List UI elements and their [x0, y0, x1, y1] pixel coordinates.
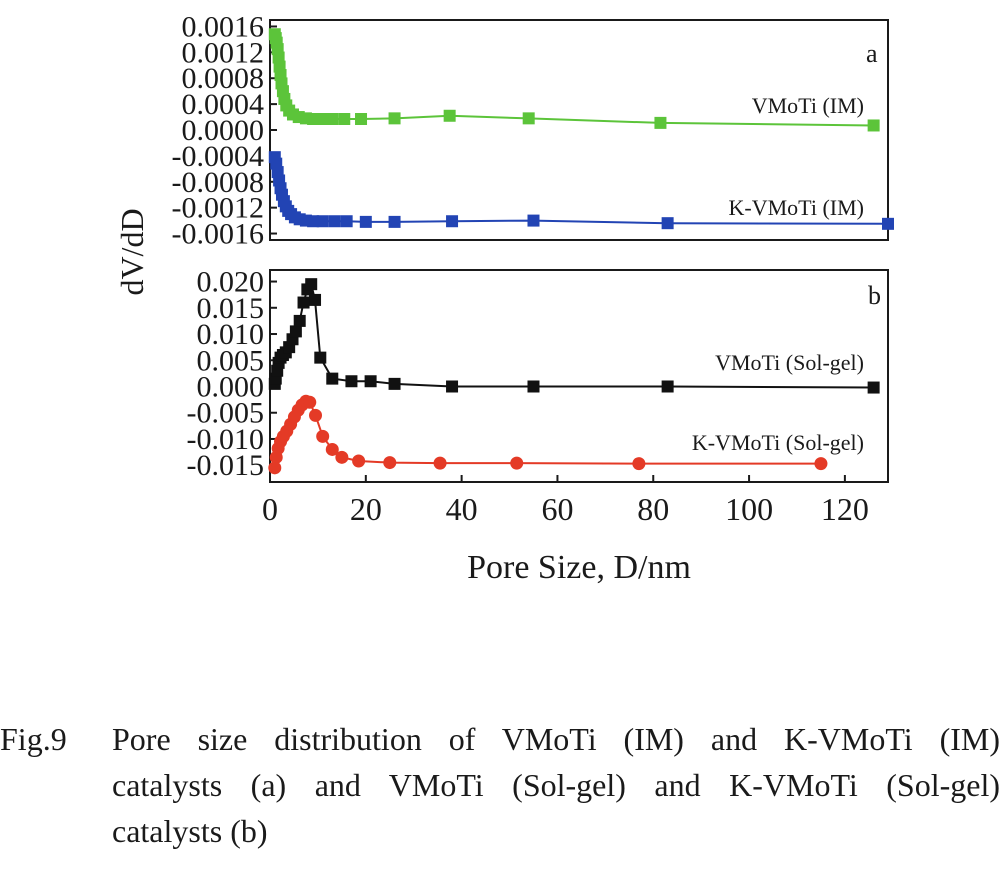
data-point: [388, 377, 401, 390]
data-point: [446, 380, 459, 393]
panel-b-y-ticks: 0.0200.0150.0100.0050.000-0.005-0.010-0.…: [187, 266, 277, 482]
panel-a: 0.00160.00120.00080.00040.0000-0.0004-0.…: [172, 10, 894, 251]
x-tick-label: 60: [541, 491, 573, 527]
data-point: [335, 450, 349, 464]
y-tick-label: 0.0004: [182, 88, 265, 121]
data-point: [661, 217, 674, 230]
data-point: [293, 314, 306, 327]
y-tick-label: 0.0008: [182, 62, 265, 95]
y-tick-label: 0.000: [197, 370, 265, 403]
data-point: [867, 381, 880, 394]
data-point: [307, 113, 320, 125]
y-tick-label: 0.0000: [182, 114, 265, 147]
x-tick-label: 100: [725, 491, 773, 527]
legend-vmoti-im: VMoTi (IM): [752, 93, 864, 118]
data-point: [328, 215, 341, 228]
x-tick-label: 40: [446, 491, 478, 527]
data-point: [325, 442, 339, 456]
data-point: [433, 456, 447, 470]
x-axis-ticks: 0 20 40 60 80 100 120: [262, 475, 869, 527]
legend-k-vmoti-solgel: K-VMoTi (Sol-gel): [692, 430, 864, 455]
data-point: [303, 395, 317, 409]
data-point: [340, 215, 353, 228]
data-point: [338, 113, 351, 125]
y-tick-label: 0.015: [197, 292, 265, 325]
y-tick-label: -0.005: [187, 397, 265, 430]
data-point: [654, 116, 667, 129]
data-point: [352, 454, 366, 468]
y-axis-label: dV/dD: [114, 208, 150, 295]
data-point: [345, 375, 358, 388]
y-tick-label: -0.0008: [172, 166, 265, 199]
data-point: [289, 325, 302, 338]
y-tick-label: -0.0016: [172, 218, 265, 251]
data-point: [316, 429, 330, 443]
y-tick-label: 0.0016: [182, 10, 265, 43]
x-tick-label: 80: [637, 491, 669, 527]
data-point: [326, 113, 339, 125]
data-point: [527, 380, 540, 393]
data-point: [446, 215, 459, 228]
data-point: [272, 51, 285, 64]
panel-a-y-ticks: 0.00160.00120.00080.00040.0000-0.0004-0.…: [172, 10, 277, 251]
y-tick-label: 0.005: [197, 344, 265, 377]
data-point: [388, 215, 401, 228]
y-tick-label: -0.0004: [172, 140, 265, 173]
caption-label: Fig.9: [0, 721, 67, 757]
data-point: [882, 217, 894, 230]
legend-vmoti-solgel: VMoTi (Sol-gel): [715, 350, 864, 375]
data-point: [359, 215, 372, 228]
data-point: [309, 293, 322, 306]
caption-line-1: Pore size distribution of VMoTi (IM) and…: [112, 721, 1000, 757]
data-point: [307, 215, 320, 228]
data-point: [316, 113, 329, 125]
x-axis-label: Pore Size, D/nm: [467, 549, 691, 586]
panel-a-letter: a: [866, 39, 878, 68]
data-point: [661, 380, 674, 393]
data-point: [305, 278, 318, 291]
panel-b-letter: b: [868, 281, 881, 310]
data-point: [510, 456, 524, 470]
data-point: [867, 119, 880, 132]
caption-line-3: catalysts (b): [112, 813, 268, 849]
data-point: [355, 113, 368, 125]
data-point: [326, 372, 339, 385]
data-point: [364, 375, 377, 388]
data-point: [632, 457, 646, 471]
data-point: [522, 112, 535, 125]
data-point: [527, 214, 540, 227]
legend-k-vmoti-im: K-VMoTi (IM): [729, 195, 864, 220]
data-point: [309, 408, 323, 422]
x-tick-label: 120: [821, 491, 869, 527]
pore-size-figure: 0.00160.00120.00080.00040.0000-0.0004-0.…: [114, 10, 894, 586]
data-point: [383, 456, 397, 470]
data-point: [388, 112, 401, 125]
figure-caption: Fig.9 Pore size distribution of VMoTi (I…: [0, 716, 1000, 854]
data-point: [314, 351, 327, 364]
caption-line-2: catalysts (a) and VMoTi (Sol-gel) and K-…: [112, 767, 1000, 803]
y-tick-label: -0.010: [187, 423, 265, 456]
data-point: [297, 296, 310, 309]
x-tick-label: 0: [262, 491, 278, 527]
x-tick-label: 20: [350, 491, 382, 527]
y-tick-label: -0.0012: [172, 192, 265, 225]
data-point: [316, 215, 329, 228]
panel-b-series: [268, 278, 880, 475]
panel-b: 0.0200.0150.0100.0050.000-0.005-0.010-0.…: [187, 266, 889, 527]
y-tick-label: 0.010: [197, 318, 265, 351]
data-point: [443, 109, 456, 122]
y-tick-label: -0.015: [187, 449, 265, 482]
y-tick-label: 0.0012: [182, 36, 265, 69]
y-tick-label: 0.020: [197, 266, 265, 299]
data-point: [814, 457, 828, 471]
panel-a-series: [268, 28, 894, 230]
data-point: [268, 461, 282, 475]
